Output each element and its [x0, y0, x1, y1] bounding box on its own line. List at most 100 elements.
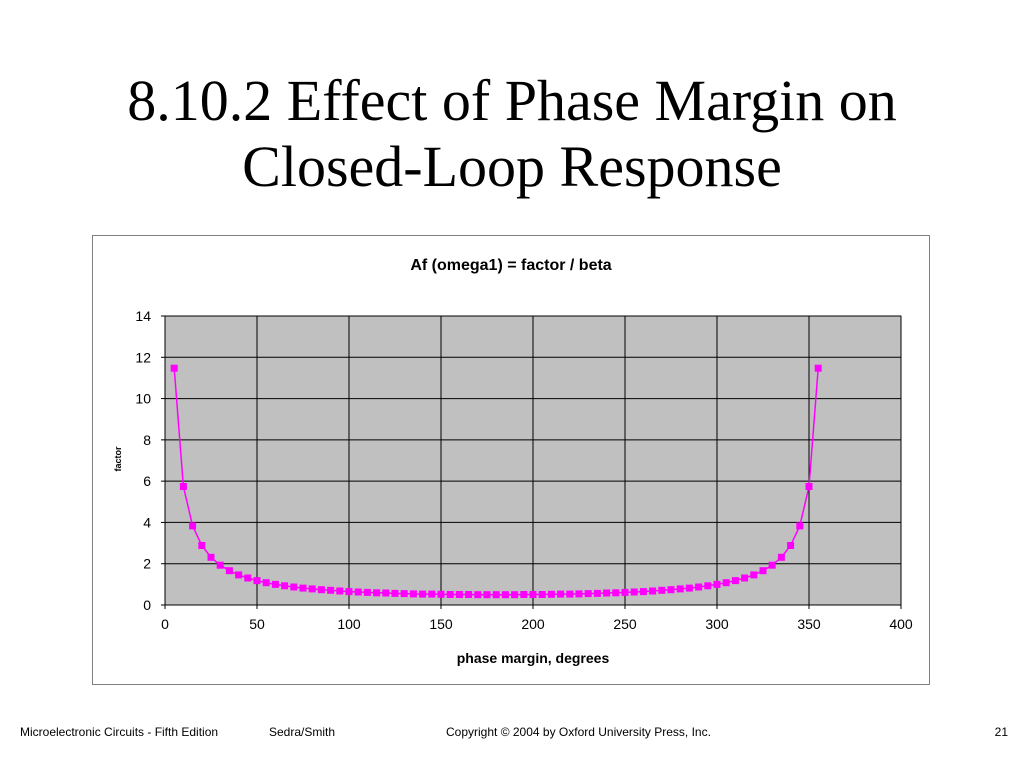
data-point-marker [253, 577, 261, 585]
y-tick-label: 14 [135, 308, 151, 324]
data-point-marker [446, 591, 454, 598]
marker-layer [170, 364, 822, 599]
chart-svg: Af (omega1) = factor / beta 0 50 100 150 200… [113, 257, 913, 666]
data-point-marker [704, 582, 712, 590]
data-point-marker [621, 588, 629, 596]
data-point-marker [603, 589, 611, 597]
y-axis-label: factor [113, 446, 123, 472]
data-point-marker [235, 571, 243, 579]
data-point-marker [639, 588, 647, 596]
y-tick-label: 12 [135, 349, 151, 365]
data-point-marker [189, 522, 197, 530]
data-point-marker [216, 561, 224, 569]
data-point-marker [676, 585, 684, 593]
data-point-marker [538, 591, 546, 598]
data-point-marker [345, 588, 353, 596]
data-point-marker [777, 553, 785, 561]
data-point-marker [658, 586, 666, 594]
data-point-marker [428, 590, 436, 598]
data-point-marker [750, 571, 758, 579]
tick-layer: 0 50 100 150 200 250 300 350 400 0 2 4 6 8 10 12 14 [135, 308, 912, 632]
data-point-marker [741, 574, 749, 582]
data-point-marker [391, 589, 399, 597]
data-point-marker [814, 364, 822, 372]
data-point-marker [198, 542, 206, 549]
y-tick-label: 6 [143, 473, 151, 489]
x-tick-label: 350 [797, 616, 821, 632]
y-tick-label: 4 [143, 514, 151, 530]
chart-frame: Af (omega1) = factor / beta 0 50 100 150 200… [92, 235, 930, 685]
y-tick-label: 10 [135, 391, 151, 407]
data-point-marker [409, 590, 417, 598]
slide-title-line-2: Closed-Loop Response [242, 134, 782, 199]
data-point-marker [170, 364, 178, 372]
data-point-marker [179, 483, 187, 490]
slide-title-line-1: 8.10.2 Effect of Phase Margin on [127, 68, 897, 133]
data-point-marker [630, 588, 638, 596]
y-tick-label: 8 [143, 432, 151, 448]
x-tick-label: 50 [249, 616, 265, 632]
data-point-marker [419, 590, 427, 598]
slide-title: 8.10.2 Effect of Phase Margin on Closed-… [0, 68, 1024, 200]
data-point-marker [244, 574, 252, 582]
x-tick-label: 150 [429, 616, 453, 632]
data-point-marker [731, 577, 739, 585]
data-point-marker [354, 588, 362, 596]
data-point-marker [299, 584, 307, 592]
data-point-marker [612, 589, 620, 597]
data-point-marker [759, 567, 767, 575]
data-point-marker [667, 586, 675, 594]
data-point-marker [308, 585, 316, 593]
data-point-marker [520, 591, 528, 598]
footer-copyright: Copyright © 2004 by Oxford University Pr… [446, 725, 711, 739]
data-point-marker [483, 591, 491, 599]
data-point-marker [336, 587, 344, 595]
data-point-marker [465, 591, 473, 598]
data-point-marker [805, 483, 813, 490]
y-tick-label: 0 [143, 597, 151, 613]
data-point-marker [713, 580, 721, 588]
data-point-marker [547, 590, 555, 598]
data-point-marker [455, 591, 463, 598]
x-axis-label: phase margin, degrees [457, 650, 610, 666]
data-point-marker [529, 591, 537, 598]
data-point-marker [373, 589, 381, 597]
data-point-marker [575, 590, 583, 598]
data-point-marker [225, 567, 233, 575]
data-point-marker [290, 583, 298, 591]
data-point-marker [557, 590, 565, 598]
data-point-marker [722, 579, 730, 587]
data-point-marker [695, 583, 703, 591]
data-point-marker [363, 588, 371, 596]
data-point-marker [584, 590, 592, 598]
footer-book: Microelectronic Circuits - Fifth Edition [20, 725, 219, 739]
data-point-marker [796, 522, 804, 530]
data-point-marker [437, 590, 445, 598]
data-point-marker [400, 590, 408, 598]
data-point-marker [327, 586, 335, 594]
data-point-marker [492, 591, 500, 599]
x-tick-label: 100 [337, 616, 361, 632]
data-point-marker [566, 590, 574, 598]
data-point-marker [271, 580, 279, 588]
data-point-marker [511, 591, 519, 599]
data-point-marker [649, 587, 657, 595]
x-tick-label: 300 [705, 616, 729, 632]
chart-title: Af (omega1) = factor / beta [410, 257, 611, 274]
data-point-marker [317, 586, 325, 594]
data-point-marker [207, 553, 215, 561]
data-point-marker [262, 579, 270, 587]
data-point-marker [382, 589, 390, 597]
footer-authors: Sedra/Smith [269, 725, 336, 739]
x-tick-label: 250 [613, 616, 637, 632]
x-tick-label: 0 [161, 616, 169, 632]
x-tick-label: 400 [889, 616, 913, 632]
data-point-marker [593, 589, 601, 597]
data-point-marker [501, 591, 509, 599]
data-point-marker [768, 561, 776, 569]
data-point-marker [787, 542, 795, 549]
data-point-marker [281, 582, 289, 590]
footer-page-number: 21 [994, 725, 1008, 739]
x-tick-label: 200 [521, 616, 545, 632]
data-point-marker [474, 591, 482, 599]
